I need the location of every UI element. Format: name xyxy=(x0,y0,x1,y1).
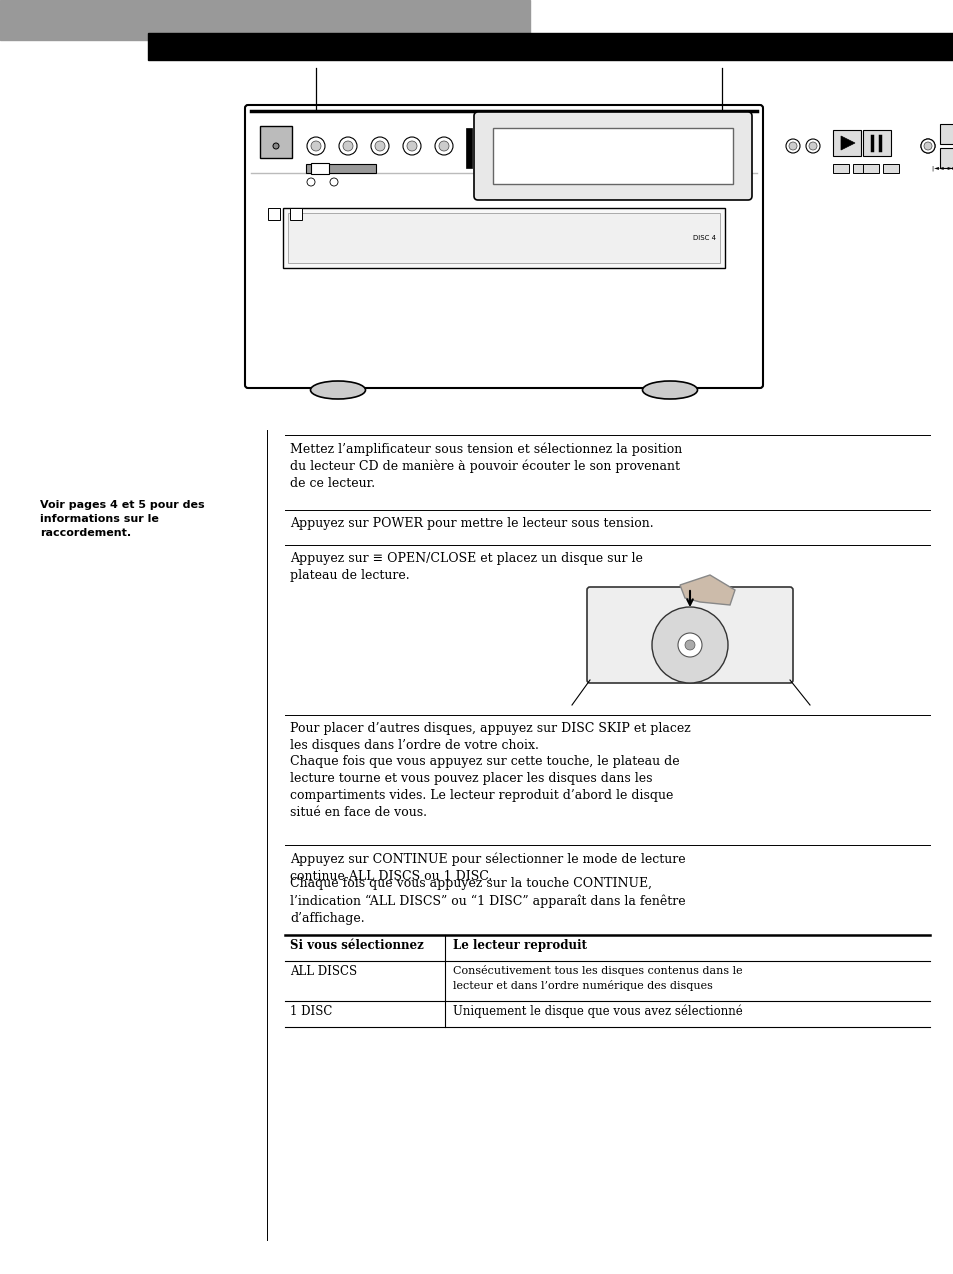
Bar xyxy=(493,127,732,183)
Bar xyxy=(852,164,868,173)
Circle shape xyxy=(407,141,416,152)
Circle shape xyxy=(805,139,820,153)
Circle shape xyxy=(438,141,449,152)
Circle shape xyxy=(684,640,695,650)
Circle shape xyxy=(311,141,320,152)
Text: ALL DISCS: ALL DISCS xyxy=(290,964,356,978)
Bar xyxy=(465,127,472,168)
Text: 1 DISC: 1 DISC xyxy=(290,1005,332,1018)
Circle shape xyxy=(273,143,278,149)
Text: Pour placer d’autres disques, appuyez sur DISC SKIP et placez
les disques dans l: Pour placer d’autres disques, appuyez su… xyxy=(290,722,690,752)
FancyBboxPatch shape xyxy=(474,112,751,200)
Circle shape xyxy=(307,178,314,186)
Text: |◄◄  ►►|: |◄◄ ►►| xyxy=(931,166,953,171)
Bar xyxy=(832,130,861,155)
Bar xyxy=(260,126,292,158)
FancyBboxPatch shape xyxy=(586,587,792,683)
Text: Voir pages 4 et 5 pour des
informations sur le
raccordement.: Voir pages 4 et 5 pour des informations … xyxy=(40,499,204,538)
Text: Mettez l’amplificateur sous tension et sélectionnez la position
du lecteur CD de: Mettez l’amplificateur sous tension et s… xyxy=(290,442,681,490)
Bar xyxy=(862,130,890,155)
Bar xyxy=(268,208,280,220)
Text: Si vous sélectionnez: Si vous sélectionnez xyxy=(290,939,423,952)
Polygon shape xyxy=(679,575,734,605)
Text: DISC 4: DISC 4 xyxy=(693,234,716,241)
Bar xyxy=(862,164,878,173)
Bar xyxy=(832,164,848,173)
Text: Le lecteur reproduit: Le lecteur reproduit xyxy=(453,939,586,952)
Bar xyxy=(283,208,724,268)
Bar xyxy=(306,164,375,173)
Circle shape xyxy=(788,141,796,150)
Circle shape xyxy=(330,178,337,186)
Text: Chaque fois que vous appuyez sur cette touche, le plateau de
lecture tourne et v: Chaque fois que vous appuyez sur cette t… xyxy=(290,755,679,819)
Text: Appuyez sur POWER pour mettre le lecteur sous tension.: Appuyez sur POWER pour mettre le lecteur… xyxy=(290,517,653,530)
Ellipse shape xyxy=(310,381,365,399)
Circle shape xyxy=(307,138,325,155)
Text: Appuyez sur CONTINUE pour sélectionner le mode de lecture
continue ALL DISCS ou : Appuyez sur CONTINUE pour sélectionner l… xyxy=(290,852,685,883)
Bar xyxy=(311,163,329,175)
Circle shape xyxy=(808,141,816,150)
Polygon shape xyxy=(841,136,854,150)
Bar xyxy=(882,164,898,173)
Bar xyxy=(148,33,953,60)
Ellipse shape xyxy=(641,381,697,399)
Bar xyxy=(939,124,953,144)
Circle shape xyxy=(435,138,453,155)
Text: Uniquement le disque que vous avez sélectionné: Uniquement le disque que vous avez sélec… xyxy=(453,1005,742,1018)
Bar xyxy=(290,208,302,220)
Circle shape xyxy=(923,141,931,150)
Circle shape xyxy=(338,138,356,155)
Circle shape xyxy=(785,139,800,153)
Circle shape xyxy=(920,139,934,153)
Text: Consécutivement tous les disques contenus dans le
lecteur et dans l’ordre numéri: Consécutivement tous les disques contenu… xyxy=(453,964,741,991)
Text: Appuyez sur ≡ OPEN/CLOSE et placez un disque sur le
plateau de lecture.: Appuyez sur ≡ OPEN/CLOSE et placez un di… xyxy=(290,552,642,582)
Text: Chaque fois que vous appuyez sur la touche CONTINUE,
l’indication “ALL DISCS” ou: Chaque fois que vous appuyez sur la touc… xyxy=(290,877,685,925)
Bar xyxy=(288,213,720,262)
Circle shape xyxy=(678,633,701,657)
Bar xyxy=(0,0,530,39)
Circle shape xyxy=(402,138,420,155)
FancyBboxPatch shape xyxy=(245,104,762,389)
Circle shape xyxy=(371,138,389,155)
Circle shape xyxy=(343,141,353,152)
Circle shape xyxy=(375,141,385,152)
Bar xyxy=(939,148,953,168)
Circle shape xyxy=(651,606,727,683)
